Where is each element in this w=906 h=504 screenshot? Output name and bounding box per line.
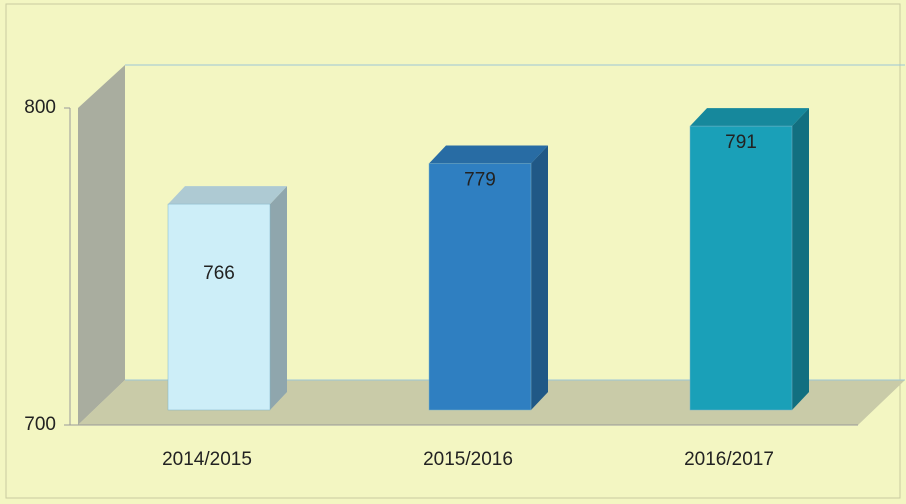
bar-top-shade (168, 186, 287, 205)
data-label: 779 (464, 170, 496, 191)
bar-top-shade (429, 145, 548, 164)
bar-side (792, 108, 809, 410)
data-label: 791 (725, 132, 757, 153)
x-tick-label: 2015/2016 (423, 449, 513, 470)
bar (167, 203, 271, 411)
bar-top-shade (690, 108, 809, 127)
bar-side-shade (792, 108, 809, 410)
bar-top (168, 186, 287, 205)
bar-side (531, 145, 548, 410)
bar (428, 163, 532, 411)
bar-side-shade (270, 186, 287, 410)
x-tick-label: 2014/2015 (162, 449, 252, 470)
bar-top (690, 108, 809, 127)
side-wall (78, 65, 125, 425)
x-tick-label: 2016/2017 (684, 449, 774, 470)
bar (689, 125, 793, 411)
bar-side (270, 186, 287, 410)
y-tick-label: 700 (24, 414, 56, 435)
chart-frame (5, 3, 901, 499)
data-label: 766 (203, 263, 235, 284)
bar-top (429, 145, 548, 164)
bar-side-shade (531, 145, 548, 410)
y-tick-label: 800 (24, 97, 56, 118)
